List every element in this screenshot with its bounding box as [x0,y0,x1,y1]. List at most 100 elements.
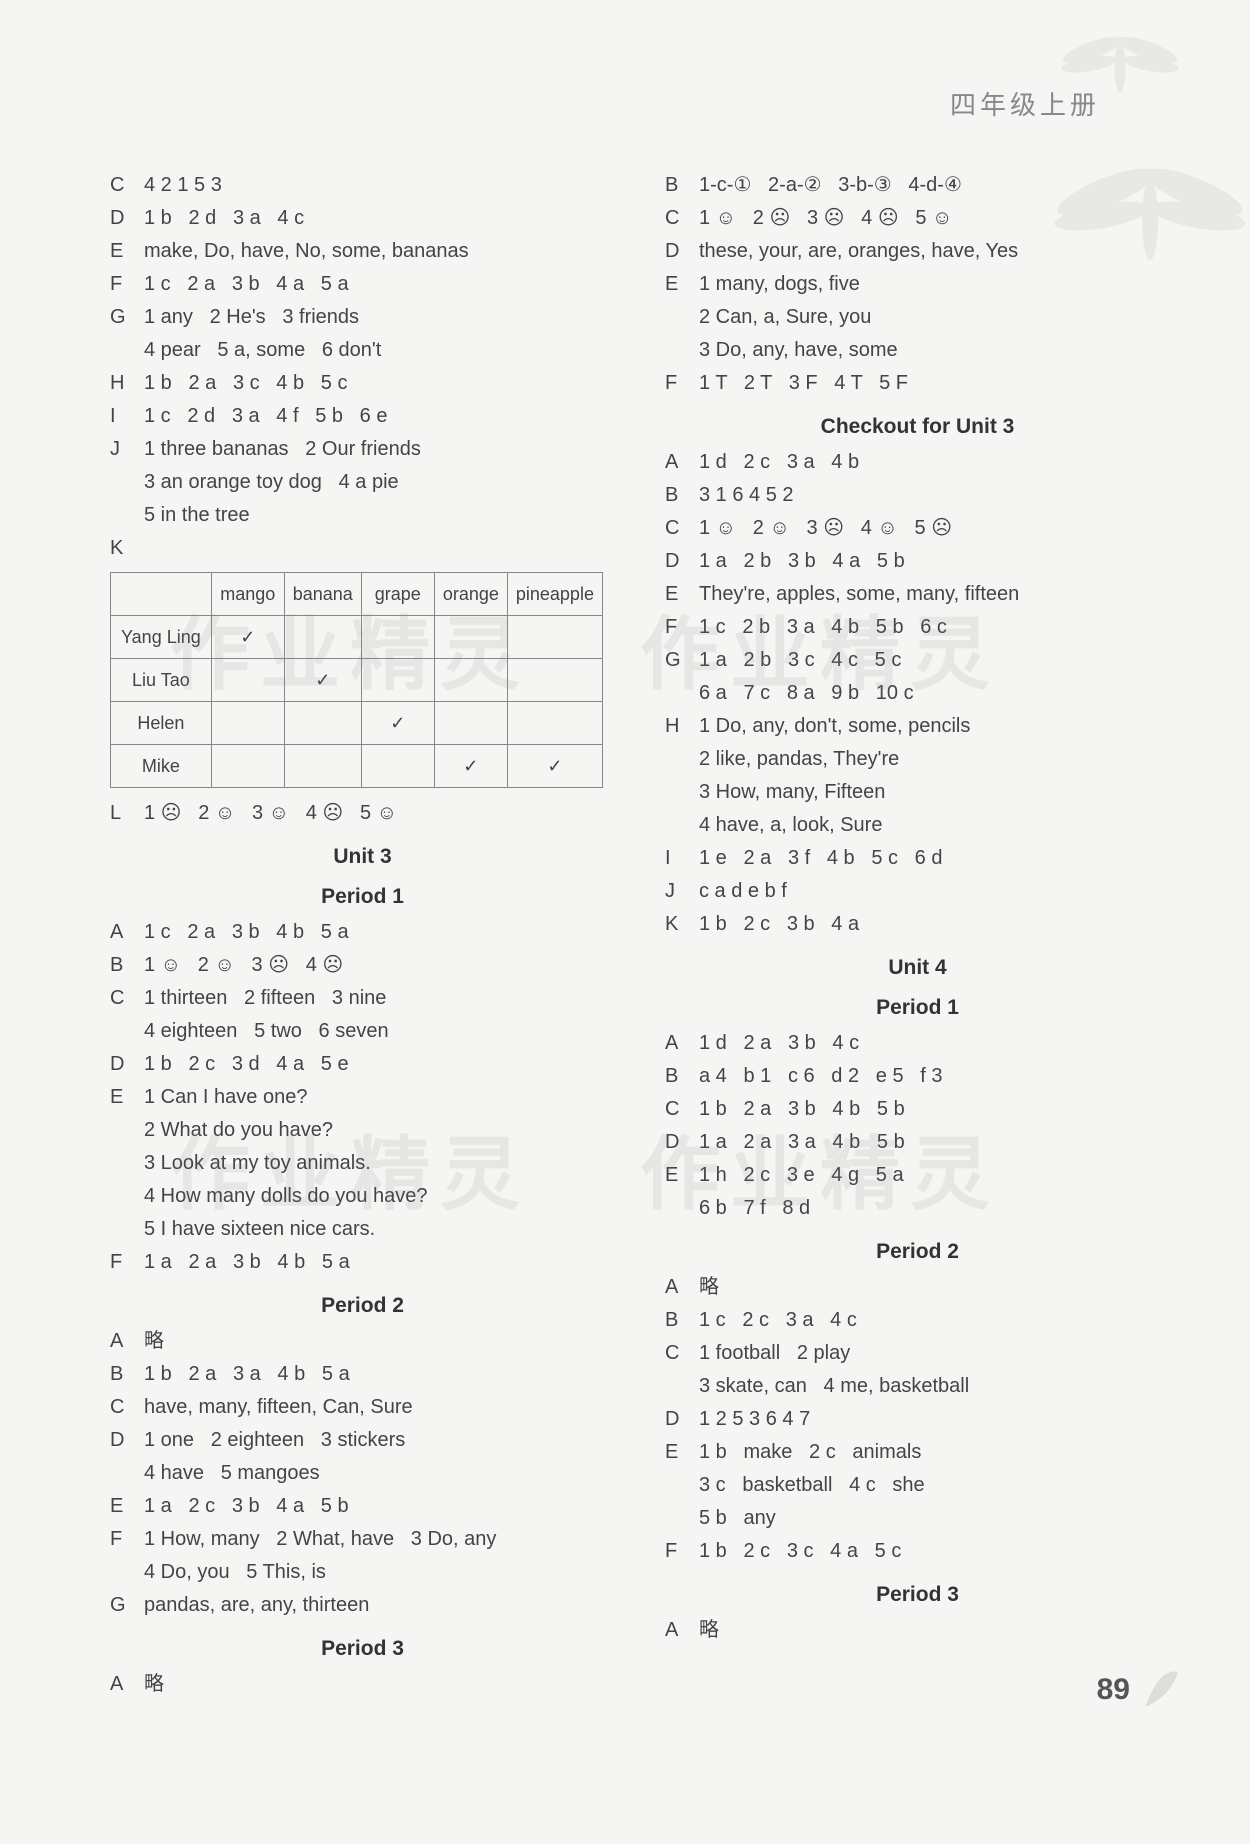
section-heading: Period 1 [665,996,1170,1020]
table-cell [284,745,361,788]
row-text: 1 a 2 b 3 c 4 c 5 c [699,645,1170,676]
answer-row: 5 I have sixteen nice cars. [110,1214,615,1245]
table-cell [434,616,507,659]
answer-row: F1 b 2 c 3 c 4 a 5 c [665,1536,1170,1567]
row-letter: B [665,480,699,511]
row-text: 1 c 2 c 3 a 4 c [699,1305,1170,1336]
row-text: 1 b 2 c 3 d 4 a 5 e [144,1049,615,1080]
answer-row: L1 ☹ 2 ☺ 3 ☺ 4 ☹ 5 ☺ [110,798,615,829]
section-heading: Checkout for Unit 3 [665,415,1170,439]
answer-row: 5 in the tree [110,500,615,531]
table-cell: ✓ [507,745,602,788]
answer-row: D1 a 2 a 3 a 4 b 5 b [665,1127,1170,1158]
row-letter: F [110,269,144,300]
row-letter: D [665,1404,699,1435]
content-columns: C4 2 1 5 3D1 b 2 d 3 a 4 cEmake, Do, hav… [110,170,1170,1702]
row-text: They're, apples, some, many, fifteen [699,579,1170,610]
answer-row: A略 [110,1669,615,1700]
row-text: 1 football 2 play [699,1338,1170,1369]
table-header [111,573,212,616]
row-letter: A [110,1669,144,1700]
answer-row: 2 like, pandas, They're [665,744,1170,775]
answer-row: 3 Do, any, have, some [665,335,1170,366]
row-text: make, Do, have, No, some, bananas [144,236,615,267]
row-text: 1 a 2 a 3 a 4 b 5 b [699,1127,1170,1158]
answer-row: Ba 4 b 1 c 6 d 2 e 5 f 3 [665,1061,1170,1092]
row-letter: H [110,368,144,399]
section-heading: Period 2 [110,1294,615,1318]
row-letter: A [110,1326,144,1357]
row-text: 1 any 2 He's 3 friends [144,302,615,333]
answer-row: F1 a 2 a 3 b 4 b 5 a [110,1247,615,1278]
row-letter: G [110,302,144,333]
row-text: 1 d 2 a 3 b 4 c [699,1028,1170,1059]
row-letter: C [110,983,144,1014]
row-text: 6 b 7 f 8 d [699,1193,1170,1224]
row-text: c a d e b f [699,876,1170,907]
row-text: 1 b 2 a 3 a 4 b 5 a [144,1359,615,1390]
row-letter: F [665,1536,699,1567]
answer-row: B1 b 2 a 3 a 4 b 5 a [110,1359,615,1390]
row-text: 1 a 2 c 3 b 4 a 5 b [144,1491,615,1522]
row-text: 1 one 2 eighteen 3 stickers [144,1425,615,1456]
answer-row: 3 an orange toy dog 4 a pie [110,467,615,498]
answer-row: B1 ☺ 2 ☺ 3 ☹ 4 ☹ [110,950,615,981]
fruit-table: mangobananagrapeorangepineappleYang Ling… [110,572,603,788]
row-text: pandas, are, any, thirteen [144,1590,615,1621]
section-heading: Period 3 [110,1637,615,1661]
answer-row: I1 c 2 d 3 a 4 f 5 b 6 e [110,401,615,432]
row-text: 1 How, many 2 What, have 3 Do, any [144,1524,615,1555]
row-letter: F [110,1524,144,1555]
row-text: 1 T 2 T 3 F 4 T 5 F [699,368,1170,399]
answer-row: A1 d 2 c 3 a 4 b [665,447,1170,478]
row-text: 4 pear 5 a, some 6 don't [144,335,615,366]
row-letter: D [665,236,699,267]
dragonfly-icon [1050,10,1190,110]
answer-row: G1 a 2 b 3 c 4 c 5 c [665,645,1170,676]
row-text: a 4 b 1 c 6 d 2 e 5 f 3 [699,1061,1170,1092]
answer-row: D1 2 5 3 6 4 7 [665,1404,1170,1435]
table-cell [507,702,602,745]
table-header: orange [434,573,507,616]
answer-row: 6 b 7 f 8 d [665,1193,1170,1224]
row-text: 4 have, a, look, Sure [699,810,1170,841]
row-text: 5 b any [699,1503,1170,1534]
row-name: Helen [111,702,212,745]
answer-row: EThey're, apples, some, many, fifteen [665,579,1170,610]
row-text: 1 b make 2 c animals [699,1437,1170,1468]
row-text: 1 c 2 b 3 a 4 b 5 b 6 c [699,612,1170,643]
row-letter: H [665,711,699,742]
answer-row: K1 b 2 c 3 b 4 a [665,909,1170,940]
row-text: 3 skate, can 4 me, basketball [699,1371,1170,1402]
row-letter: E [665,1160,699,1191]
answer-row: 4 have 5 mangoes [110,1458,615,1489]
answer-row: Jc a d e b f [665,876,1170,907]
page-container: 四年级上册 作业精灵 作业精灵 作业精灵 作业精灵 C4 2 1 5 3D1 b… [0,0,1250,1742]
row-text: 1 a 2 a 3 b 4 b 5 a [144,1247,615,1278]
row-text: 2 Can, a, Sure, you [699,302,1170,333]
answer-row: D1 b 2 c 3 d 4 a 5 e [110,1049,615,1080]
row-letter: C [665,1094,699,1125]
row-text: 2 What do you have? [144,1115,615,1146]
row-letter: C [110,170,144,201]
table-cell [361,745,434,788]
row-text: 1 b 2 a 3 c 4 b 5 c [144,368,615,399]
row-text: 3 1 6 4 5 2 [699,480,1170,511]
row-text: 1 Do, any, don't, some, pencils [699,711,1170,742]
answer-row: B1 c 2 c 3 a 4 c [665,1305,1170,1336]
dragonfly-icon [1050,130,1250,290]
row-letter: C [665,1338,699,1369]
row-text: 5 I have sixteen nice cars. [144,1214,615,1245]
answer-row: C4 2 1 5 3 [110,170,615,201]
row-text: 1 three bananas 2 Our friends [144,434,615,465]
answer-row: G1 any 2 He's 3 friends [110,302,615,333]
row-text: 略 [144,1669,615,1700]
row-text: 3 How, many, Fifteen [699,777,1170,808]
answer-row: 4 eighteen 5 two 6 seven [110,1016,615,1047]
answer-row: F1 c 2 a 3 b 4 a 5 a [110,269,615,300]
answer-row: Gpandas, are, any, thirteen [110,1590,615,1621]
row-letter: C [110,1392,144,1423]
table-row: Mike✓✓ [111,745,603,788]
row-text: 6 a 7 c 8 a 9 b 10 c [699,678,1170,709]
table-header: mango [211,573,284,616]
